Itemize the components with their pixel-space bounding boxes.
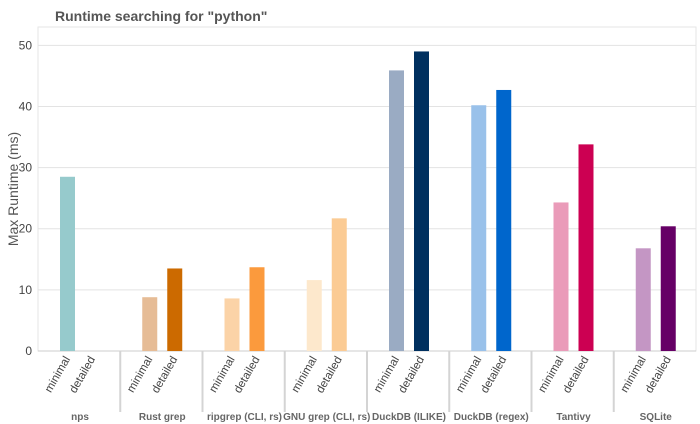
chart-title: Runtime searching for "python" [55,8,267,24]
y-tick-label: 50 [19,38,33,52]
x-group-label: ripgrep (CLI, rs) [207,412,282,423]
bar [249,267,265,351]
bar [635,248,651,351]
x-group-label: DuckDB (ILIKE) [372,412,446,423]
bar [60,176,75,351]
bars [60,51,676,352]
x-group-label: GNU grep (CLI, rs) [283,412,370,423]
y-tick-label: 10 [19,283,33,297]
bar [142,297,158,351]
plot-frame [37,26,697,352]
bar [496,89,512,351]
bar [660,226,676,351]
x-group-label: Rust grep [139,412,186,423]
y-axis-label: Max Runtime (ms) [5,132,21,246]
gridlines [37,26,697,352]
bar [578,144,594,351]
bar [331,218,347,351]
y-tick-label: 40 [19,99,33,113]
bar [414,51,429,352]
x-group-label: SQLite [640,412,673,423]
bar [553,202,569,351]
x-group-label: Tantivy [556,412,591,423]
bar [224,298,240,351]
x-group-label: DuckDB (regex) [454,412,529,423]
bar [167,268,183,351]
x-group-label: nps [71,412,89,423]
y-tick-label: 30 [19,161,33,175]
y-tick-label: 20 [19,222,33,236]
bar [306,280,322,351]
y-tick-label: 0 [25,344,32,358]
bar [471,105,487,351]
y-axis: 0 10 20 30 40 50 [19,38,696,358]
bar [389,70,404,351]
